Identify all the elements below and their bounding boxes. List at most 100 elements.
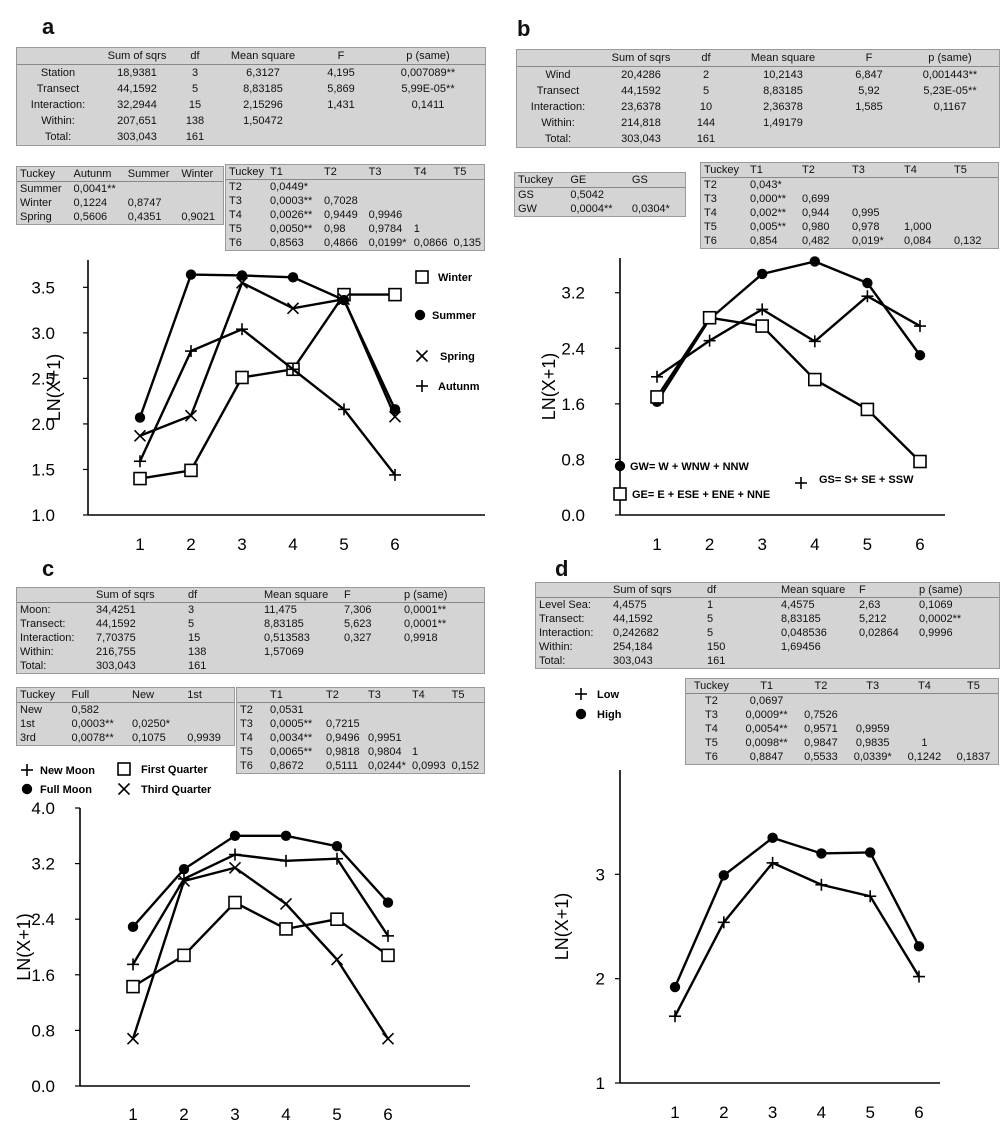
table-row: T4 0,0034** 0,9496 0,9951 xyxy=(240,732,402,744)
data-point-c-1-dot xyxy=(280,830,292,841)
data-point-a-2-stroke2 xyxy=(337,293,351,306)
data-point-c-3-stroke2 xyxy=(177,874,191,888)
x-tick-label-d: 3 xyxy=(768,1103,777,1122)
legend-marker-c-1 xyxy=(21,783,33,795)
table-row: Moon: 34,4251 3 11,475 7,306 0,0001** xyxy=(20,604,447,616)
data-point-c-3-stroke2 xyxy=(381,1032,395,1045)
series-line-b-0 xyxy=(655,260,921,403)
tukey-transect-table-b: Tuckey T1 T2 T3 T4 T5 T2 0,043* T3 0,000** 0,699… xyxy=(700,162,999,249)
table-row: Wind 20,4286 2 10,2143 6,847 0,001443** xyxy=(545,69,978,81)
x-tick-label-a: 1 xyxy=(135,535,144,554)
legend-marker-b-0 xyxy=(614,460,626,472)
legend-label-c-2: First Quarter xyxy=(141,764,208,776)
data-point-b-0-dot xyxy=(809,256,820,267)
x-tick-label-d: 1 xyxy=(670,1103,679,1122)
data-point-d-0 xyxy=(815,878,828,891)
x-tick-label-d: 5 xyxy=(865,1103,874,1122)
data-point-b-1-box xyxy=(755,319,770,333)
x-tick-label-c: 1 xyxy=(128,1105,137,1124)
data-point-d-1-dot xyxy=(767,832,778,844)
table-row: GW 0,0004** 0,0304* xyxy=(518,203,670,215)
table-row: T6 0,8847 0,5533 0,0339* 0,1242 0,1837 xyxy=(704,751,991,763)
x-tick-label-a: 6 xyxy=(390,535,399,554)
data-point-c-3-stroke2 xyxy=(126,1032,140,1045)
table-row: Total: 303,043 161 xyxy=(44,131,205,143)
data-point-b-2 xyxy=(756,303,769,316)
table-row: Total: 303,043 161 xyxy=(20,660,207,672)
tukey-c-header: Tuckey Full New 1st xyxy=(17,688,234,703)
table-row: Transect: 44,1592 5 8,83185 5,212 0,0002** xyxy=(539,613,962,625)
data-point-b-1 xyxy=(860,402,875,417)
legend-marker-c-3-stroke2 xyxy=(117,782,131,796)
data-point-d-1-dot xyxy=(816,848,827,859)
legend-marker-c-2 xyxy=(117,762,131,776)
table-row: T3 0,0005** 0,7215 xyxy=(240,718,360,730)
data-point-d-1 xyxy=(816,848,827,859)
chart-d: 1 2 3 1 2 3 4 5 6 LN(X+1) Low High xyxy=(552,688,940,1122)
data-point-d-0 xyxy=(864,890,877,903)
y-tick-label-c: 4.0 xyxy=(31,799,55,818)
data-point-a-2-stroke2 xyxy=(286,302,300,315)
data-point-b-2 xyxy=(703,334,716,347)
chart-c: 0.0 0.8 1.6 2.4 3.2 4.0 1 2 3 4 5 6 LN(X+1) New Moon F… xyxy=(14,762,470,1124)
data-point-a-0-box xyxy=(235,370,249,385)
table-row: T5 0,0050** 0,98 0,9784 1 xyxy=(229,223,420,235)
series-line-a-3 xyxy=(138,327,396,476)
table-row: T5 0,005** 0,980 0,978 1,000 xyxy=(704,221,932,233)
series-line-a-0 xyxy=(139,293,395,480)
series-line-a-2 xyxy=(139,281,397,437)
data-point-c-1-dot xyxy=(331,841,343,852)
data-point-c-2-box xyxy=(228,895,242,910)
y-tick-label-b: 1.6 xyxy=(561,395,585,414)
legend-label-b-1: GE= E + ESE + ENE + NNE xyxy=(632,489,770,501)
data-point-c-0 xyxy=(382,929,394,942)
table-row: Summer 0,0041** xyxy=(20,183,116,195)
legend-label-b-2: GS= S+ SE + SSW xyxy=(819,474,914,486)
data-point-d-1-dot xyxy=(669,981,681,993)
data-point-b-2 xyxy=(914,320,926,333)
legend-marker-b-1-box xyxy=(613,487,627,501)
x-tick-label-d: 2 xyxy=(719,1103,728,1122)
panel-label-b: b xyxy=(517,16,531,41)
legend-marker-a-0-box xyxy=(415,270,429,284)
tukey-b-header: Tuckey GE GS xyxy=(515,173,685,188)
legend-label-d-1: High xyxy=(597,709,622,721)
data-point-b-2 xyxy=(651,370,663,383)
data-point-b-1-box xyxy=(860,402,875,417)
tukey-factor-table-c: Tuckey Full New 1st New 0,582 1st 0,0003** 0,0… xyxy=(16,687,235,746)
table-row: Interaction: 0,242682 5 0,048536 0,02864 0,99… xyxy=(539,627,953,639)
data-point-b-1-box xyxy=(807,372,822,387)
data-point-a-2 xyxy=(286,302,300,315)
y-axis-label-c: LN(X+1) xyxy=(14,913,34,981)
data-point-a-1 xyxy=(236,270,248,281)
table-row: 1st 0,0003** 0,0250* xyxy=(20,718,170,730)
y-axis-label-d: LN(X+1) xyxy=(552,893,572,961)
table-row: Total: 303,043 161 xyxy=(539,655,726,667)
series-line-d-0 xyxy=(673,861,921,1017)
table-row: Interaction: 23,6378 10 2,36378 1,585 0,1167 xyxy=(530,101,967,113)
data-point-d-0 xyxy=(766,856,779,869)
legend-label-a-2: Spring xyxy=(440,351,475,363)
y-tick-label-a: 1.0 xyxy=(31,506,55,525)
legend-marker-c-1-dot xyxy=(21,783,33,795)
table-row: T5 0,0098** 0,9847 0,9835 1 xyxy=(704,737,928,749)
x-tick-label-c: 4 xyxy=(281,1105,290,1124)
legend-marker-a-2-stroke2 xyxy=(415,349,429,363)
y-tick-label-a: 2.0 xyxy=(31,415,55,434)
y-tick-label-b: 0.0 xyxy=(561,506,585,525)
data-point-c-2 xyxy=(279,922,293,936)
table-row: T6 0,8672 0,5111 0,0244* 0,0993 0,152 xyxy=(240,760,480,772)
legend-marker-b-0-dot xyxy=(614,460,626,472)
table-row: T3 0,0009** 0,7526 xyxy=(704,709,838,721)
y-tick-label-c: 1.6 xyxy=(31,966,55,985)
data-point-a-2 xyxy=(235,276,249,289)
data-point-d-1-dot xyxy=(718,870,729,881)
data-point-c-3-stroke2 xyxy=(279,897,293,910)
data-point-b-0-dot xyxy=(914,350,926,361)
legend-marker-a-0 xyxy=(415,270,429,284)
legend-marker-c-3 xyxy=(117,782,131,796)
data-point-b-0 xyxy=(757,268,768,280)
